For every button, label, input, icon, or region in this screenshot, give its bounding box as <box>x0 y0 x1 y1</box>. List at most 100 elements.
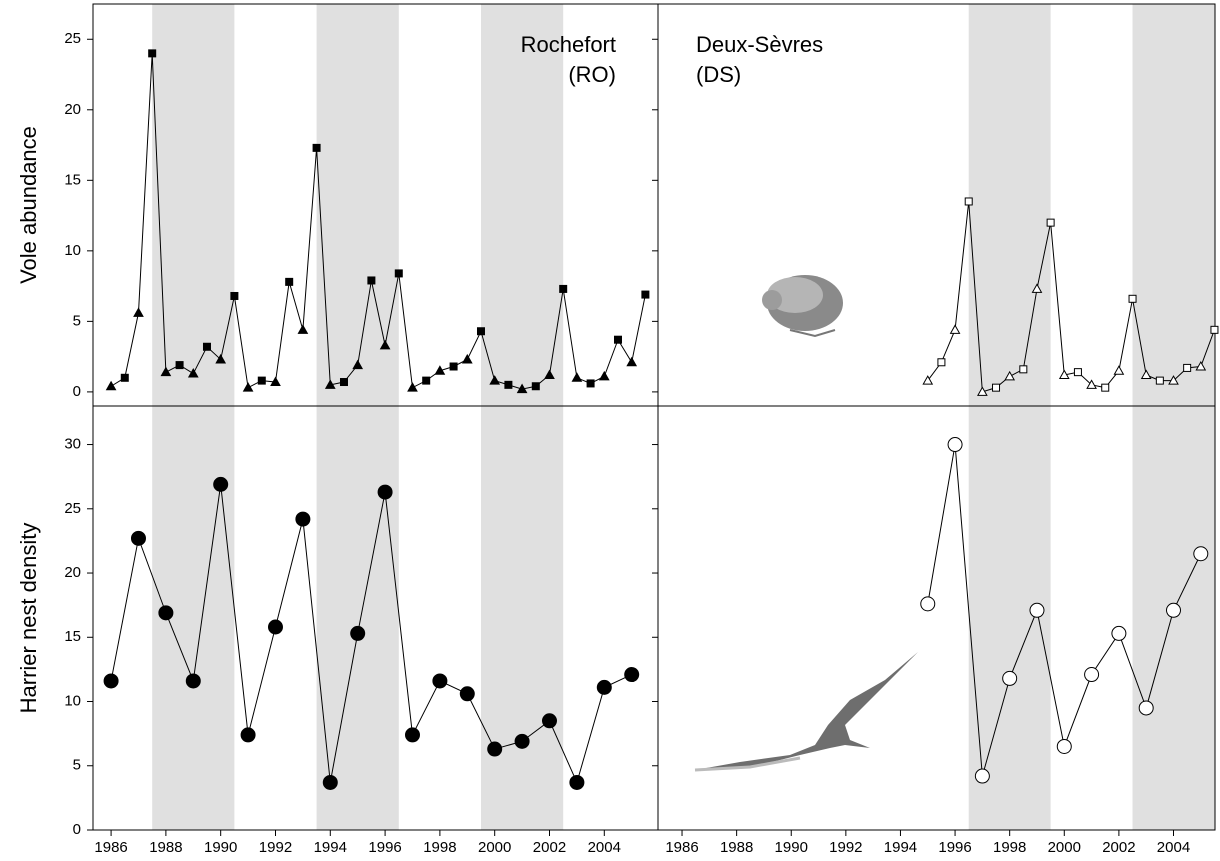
data-line <box>110 53 646 390</box>
data-point <box>613 335 622 344</box>
data-point <box>312 143 321 152</box>
data-point <box>202 342 211 351</box>
data-point <box>504 380 513 389</box>
data-point <box>487 741 503 757</box>
y-tick-label: 20 <box>64 101 81 118</box>
y-tick-label: 5 <box>73 757 81 774</box>
data-point <box>459 686 475 702</box>
data-point <box>148 49 157 58</box>
data-point <box>1195 360 1207 371</box>
x-tick-label: 2002 <box>533 839 566 856</box>
data-point <box>1046 218 1055 227</box>
data-point <box>185 673 201 689</box>
x-tick-label: 1994 <box>314 839 347 856</box>
data-point <box>295 511 311 527</box>
data-point <box>297 324 309 334</box>
data-point <box>339 378 348 387</box>
x-tick-label: 1998 <box>423 839 456 856</box>
y-axis-label: Vole abundance <box>16 126 41 284</box>
data-point <box>1002 670 1018 686</box>
data-point <box>367 276 376 285</box>
x-tick-label: 1988 <box>720 839 753 856</box>
y-tick-label: 15 <box>64 628 81 645</box>
data-line <box>927 201 1215 393</box>
x-tick-label: 1990 <box>775 839 808 856</box>
data-point <box>1056 738 1072 754</box>
data-point <box>257 376 266 385</box>
data-point <box>571 372 583 382</box>
data-point <box>350 625 366 641</box>
data-point <box>1168 375 1179 385</box>
data-point <box>949 324 961 334</box>
data-point <box>624 667 640 683</box>
data-point <box>1058 369 1070 379</box>
data-point <box>133 307 144 317</box>
data-point <box>541 713 557 729</box>
data-point <box>514 733 530 749</box>
shaded-period <box>1132 406 1215 830</box>
data-point <box>461 353 473 364</box>
data-point <box>213 476 229 492</box>
x-tick-label: 2004 <box>588 839 621 856</box>
y-tick-label: 0 <box>73 383 81 400</box>
data-point <box>187 368 199 378</box>
shaded-period <box>152 4 235 406</box>
shaded-period <box>480 406 564 830</box>
data-point <box>1031 283 1043 293</box>
panel-frame <box>657 3 1216 407</box>
background-layer <box>152 4 1215 830</box>
data-point <box>596 679 612 695</box>
shaded-period <box>968 406 1051 830</box>
data-point <box>175 361 184 370</box>
y-tick-label: 20 <box>64 564 81 581</box>
y-tick-label: 10 <box>64 692 81 709</box>
data-point <box>1004 370 1016 381</box>
data-point <box>377 484 393 500</box>
data-point <box>964 197 973 206</box>
data-point <box>974 768 990 784</box>
panel-title: (RO) <box>568 62 616 87</box>
x-tick-label: 1990 <box>204 839 237 856</box>
x-tick-label: 1986 <box>665 839 698 856</box>
data-point <box>1210 325 1219 334</box>
data-point <box>105 380 117 391</box>
data-point <box>130 530 146 546</box>
panel-title: Rochefort <box>521 32 616 57</box>
x-tick-label: 1986 <box>94 839 127 856</box>
x-tick-label: 1992 <box>829 839 862 856</box>
data-point <box>1140 369 1152 379</box>
shaded-period <box>968 4 1051 406</box>
data-point <box>1128 294 1137 303</box>
y-tick-label: 10 <box>64 242 81 259</box>
data-point <box>922 375 934 385</box>
x-tick-label: 2004 <box>1157 839 1190 856</box>
data-point <box>476 327 485 336</box>
data-point <box>285 277 294 286</box>
data-point <box>267 619 283 635</box>
data-point <box>404 727 420 743</box>
data-point <box>1193 546 1209 562</box>
y-tick-label: 30 <box>64 436 81 453</box>
x-tick-label: 2000 <box>478 839 511 856</box>
x-tick-label: 2002 <box>1102 839 1135 856</box>
data-point <box>937 358 946 367</box>
data-point <box>1019 365 1028 374</box>
data-point <box>1029 602 1045 618</box>
data-point <box>407 382 418 392</box>
illustrations <box>694 275 918 772</box>
data-point <box>322 774 338 790</box>
data-point <box>120 373 129 382</box>
data-point <box>379 339 391 350</box>
y-tick-label: 5 <box>73 312 81 329</box>
data-point <box>947 437 963 453</box>
x-tick-label: 2000 <box>1048 839 1081 856</box>
data-point <box>559 284 568 293</box>
shaded-period <box>480 4 564 406</box>
data-point <box>422 376 431 385</box>
data-point <box>586 379 595 388</box>
y-axis-label: Harrier nest density <box>16 523 41 714</box>
data-point <box>1086 379 1097 389</box>
data-point <box>992 383 1001 392</box>
data-point <box>242 382 254 392</box>
data-point <box>1155 376 1164 385</box>
